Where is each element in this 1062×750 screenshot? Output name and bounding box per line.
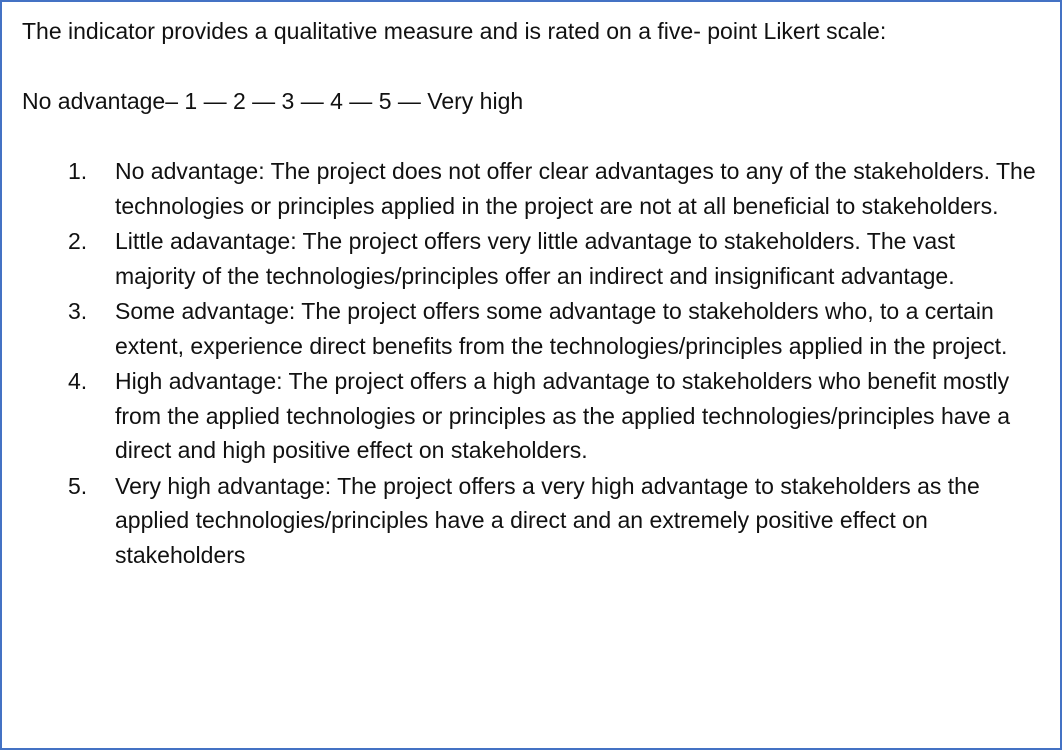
list-item: 5. Very high advantage: The project offe… xyxy=(2,469,1062,573)
list-item-number: 4. xyxy=(68,368,88,394)
list-item-text: High advantage: The project offers a hig… xyxy=(115,368,1011,463)
list-item: 4. High advantage: The project offers a … xyxy=(2,364,1062,468)
list-item-text: Little adavantage: The project offers ve… xyxy=(115,228,956,289)
likert-scale-text: No advantage– 1 — 2 — 3 — 4 — 5 — Very h… xyxy=(22,88,524,114)
list-item-text: No advantage: The project does not offer… xyxy=(115,158,1036,219)
list-item-text: Very high advantage: The project offers … xyxy=(115,472,980,568)
list-item-number: 2. xyxy=(68,228,88,254)
rating-definitions-list: 1. No advantage: The project does not of… xyxy=(2,154,1062,573)
list-item-number: 5. xyxy=(68,472,88,499)
list-item-number: 3. xyxy=(68,298,88,324)
list-item: 2. Little adavantage: The project offers… xyxy=(2,224,1062,293)
list-item-number: 1. xyxy=(68,158,88,184)
list-item-text: Some advantage: The project offers some … xyxy=(115,298,1008,359)
list-item: 1. No advantage: The project does not of… xyxy=(2,154,1062,223)
intro-text: The indicator provides a qualitative mea… xyxy=(22,18,887,44)
list-item: 3. Some advantage: The project offers so… xyxy=(2,294,1062,363)
